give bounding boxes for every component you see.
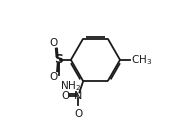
Text: CH$_3$: CH$_3$ bbox=[131, 53, 152, 67]
Text: O: O bbox=[74, 109, 82, 119]
Text: S: S bbox=[54, 53, 63, 66]
Text: O: O bbox=[49, 72, 58, 82]
Text: NH$_2$: NH$_2$ bbox=[60, 79, 81, 93]
Text: O: O bbox=[62, 91, 70, 101]
Text: N: N bbox=[74, 91, 82, 101]
Text: O: O bbox=[49, 38, 58, 48]
